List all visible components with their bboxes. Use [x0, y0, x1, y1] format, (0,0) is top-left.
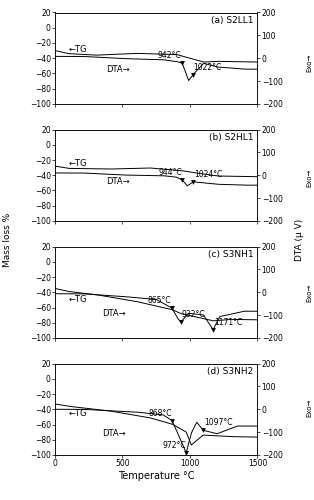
Text: 972°C: 972°C — [162, 440, 186, 450]
Text: 865°C: 865°C — [148, 296, 171, 305]
Text: 1022°C: 1022°C — [194, 62, 222, 72]
Text: ←TG: ←TG — [68, 296, 87, 304]
X-axis label: Temperature °C: Temperature °C — [118, 471, 194, 481]
Text: (c) S3NH1: (c) S3NH1 — [208, 250, 253, 259]
Text: Exo→: Exo→ — [306, 284, 312, 302]
Text: 1171°C: 1171°C — [214, 318, 242, 326]
Text: (a) S2LL1: (a) S2LL1 — [211, 16, 253, 25]
Text: DTA→: DTA→ — [106, 177, 130, 186]
Text: 1024°C: 1024°C — [194, 170, 222, 179]
Text: ←TG: ←TG — [68, 160, 87, 168]
Text: 942°C: 942°C — [158, 51, 181, 60]
Text: DTA→: DTA→ — [102, 429, 126, 438]
Text: Mass loss %: Mass loss % — [3, 213, 12, 267]
Text: DTA (μ V): DTA (μ V) — [295, 219, 304, 261]
Text: Exo→: Exo→ — [306, 54, 312, 72]
Text: (b) S2HL1: (b) S2HL1 — [209, 133, 253, 142]
Text: 1097°C: 1097°C — [204, 418, 232, 427]
Text: 932°C: 932°C — [181, 310, 205, 319]
Text: Exo→: Exo→ — [306, 398, 312, 416]
Text: (d) S3NH2: (d) S3NH2 — [207, 367, 253, 376]
Text: DTA→: DTA→ — [106, 65, 130, 74]
Text: ←TG: ←TG — [68, 44, 87, 54]
Text: ←TG: ←TG — [68, 408, 87, 418]
Text: 868°C: 868°C — [149, 408, 172, 418]
Text: Exo→: Exo→ — [306, 168, 312, 186]
Text: DTA→: DTA→ — [102, 309, 126, 318]
Text: 944°C: 944°C — [158, 168, 182, 177]
